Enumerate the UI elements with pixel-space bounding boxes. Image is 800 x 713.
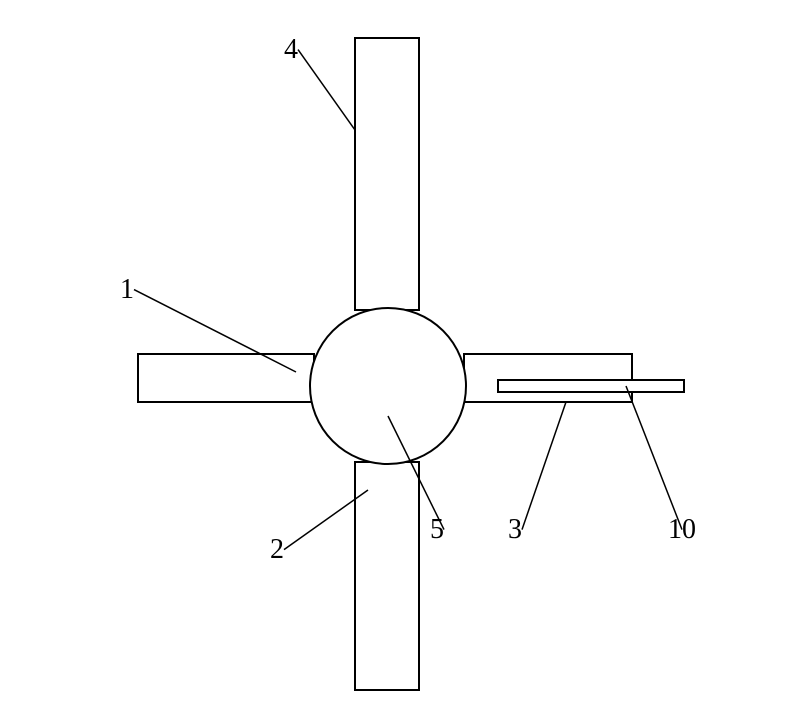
leader-3 bbox=[522, 402, 566, 530]
arm-top bbox=[355, 38, 419, 310]
leader-10 bbox=[626, 386, 682, 530]
technical-diagram: 4 1 5 2 3 10 bbox=[0, 0, 800, 713]
label-10: 10 bbox=[668, 514, 696, 545]
arm-left bbox=[138, 354, 314, 402]
label-1: 1 bbox=[120, 274, 134, 305]
center-hub bbox=[310, 308, 466, 464]
label-5: 5 bbox=[430, 514, 444, 545]
label-4: 4 bbox=[284, 34, 298, 65]
leader-4 bbox=[298, 50, 355, 130]
arm-right bbox=[464, 354, 632, 402]
label-2: 2 bbox=[270, 534, 284, 565]
inner-bar bbox=[498, 380, 684, 392]
arm-bottom bbox=[355, 462, 419, 690]
label-3: 3 bbox=[508, 514, 522, 545]
